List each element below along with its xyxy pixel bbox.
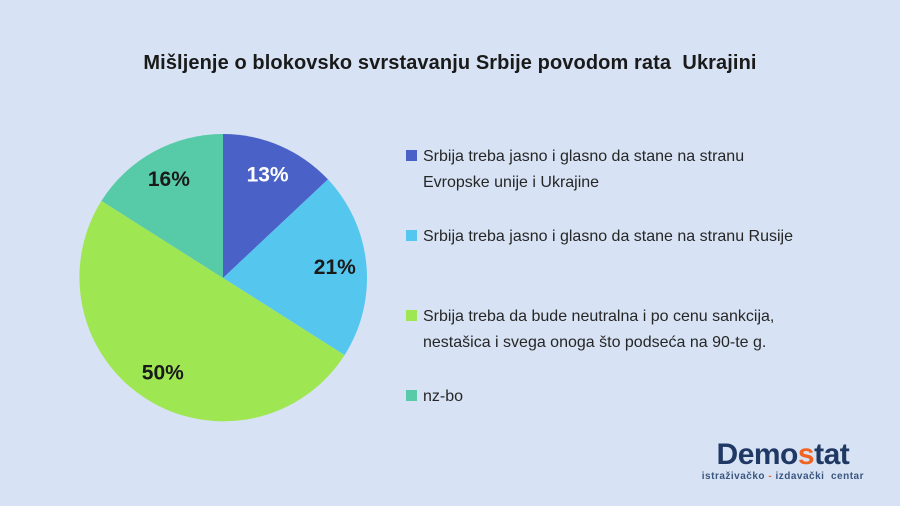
pie-value-label: 13% — [247, 163, 289, 186]
legend-label: Srbija treba jasno i glasno da stane na … — [423, 148, 745, 191]
logo-text-part2: tat — [814, 438, 850, 471]
legend-item: Srbija treba jasno i glasno da stane na … — [406, 144, 744, 196]
pie-value-label: 16% — [148, 168, 190, 191]
pie-value-label: 50% — [142, 361, 184, 384]
logo-text-part1: Demo — [716, 438, 799, 471]
pie-chart: 13% 21% 50% 16% — [79, 134, 367, 422]
pie-slice-4 — [101, 134, 223, 278]
logo-text-accent: s — [797, 438, 815, 471]
legend-color-swatch — [406, 150, 417, 161]
legend-label: Srbija treba jasno i glasno da stane na … — [423, 228, 793, 245]
legend-label: Srbija treba da bude neutralna i po cenu… — [423, 308, 775, 351]
chart-title: Mišljenje o blokovsko svrstavanju Srbije… — [143, 52, 757, 74]
legend-item: Srbija treba jasno i glasno da stane na … — [406, 224, 793, 250]
legend-color-swatch — [406, 390, 417, 401]
demostat-logo: Demostat istraživačko - izdavački centar — [702, 440, 864, 483]
logo-tagline-part2: izdavački centar — [772, 471, 864, 482]
legend-item: Srbija treba da bude neutralna i po cenu… — [406, 304, 774, 356]
logo-tagline-part1: istraživačko — [701, 471, 769, 482]
pie-value-label: 21% — [314, 256, 356, 279]
demostat-logo-text: Demostat — [702, 440, 864, 470]
legend-label: nz-bo — [423, 388, 464, 405]
logo-tagline-dash: - — [768, 471, 773, 482]
logo-tagline: istraživačko - izdavački centar — [702, 471, 864, 482]
legend-item: nz-bo — [406, 384, 463, 410]
legend-color-swatch — [406, 310, 417, 321]
pie-slice-3 — [79, 200, 345, 422]
legend-color-swatch — [406, 230, 417, 241]
pie-slice-2 — [223, 179, 367, 356]
chart-legend: Srbija treba jasno i glasno da stane na … — [406, 0, 876, 506]
pie-slice-1 — [223, 134, 328, 278]
